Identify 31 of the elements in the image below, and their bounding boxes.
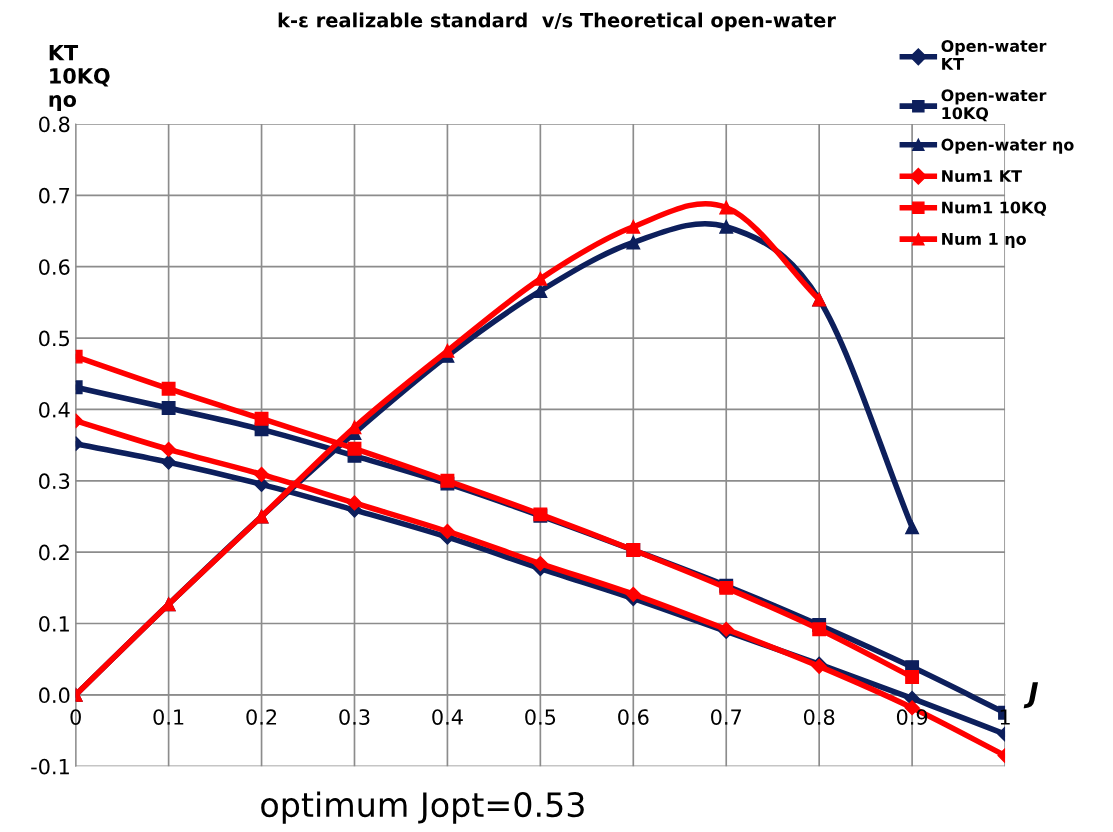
legend-label: Num 1 ηo <box>942 233 1026 249</box>
x-tick-label: 0 <box>70 709 81 725</box>
y-tick-label: 0.0 <box>39 687 70 704</box>
x-tick-label: 0.6 <box>618 709 649 725</box>
y-tick-label: 0.6 <box>39 259 70 275</box>
y-tick-label: 0.3 <box>39 473 70 490</box>
legend-label: Num1 10KQ <box>942 201 1047 216</box>
y-axis-title: KT 10KQ ηo <box>49 44 110 112</box>
text: optimum Jopt=0.53 <box>261 791 584 824</box>
y-tick-label: 0.7 <box>39 187 70 204</box>
y-tick-label: 0.4 <box>39 401 70 418</box>
y-tick-label: 0.1 <box>39 615 69 632</box>
y-tick-label: -0.1 <box>31 758 69 775</box>
x-tick-label: 0.4 <box>432 709 463 725</box>
x-tick-label: 0.3 <box>339 709 370 725</box>
legend-label: Open-water KT <box>941 39 1047 70</box>
x-tick-label: 0.1 <box>153 709 184 725</box>
x-tick-label: 0.7 <box>711 709 742 725</box>
y-tick-label: 0.2 <box>39 544 69 561</box>
legend-label: Num1 KT <box>942 170 1022 183</box>
x-tick-label: 0.2 <box>246 709 277 725</box>
x-tick-label: 1 <box>1000 709 1010 725</box>
legend-label: Open-water ηo <box>941 138 1074 154</box>
x-axis-title: J <box>1023 682 1039 709</box>
x-tick-label: 0.9 <box>896 709 928 725</box>
chart-title: k-ε realizable standard v/s Theoretical open-water <box>278 12 836 32</box>
y-tick-label: 0.5 <box>39 330 69 347</box>
y-tick-label: 0.8 <box>39 116 70 133</box>
legend-label: Open-water 10KQ <box>941 89 1047 122</box>
x-tick-label: 0.5 <box>525 709 556 725</box>
x-tick-label: 0.8 <box>803 709 835 725</box>
